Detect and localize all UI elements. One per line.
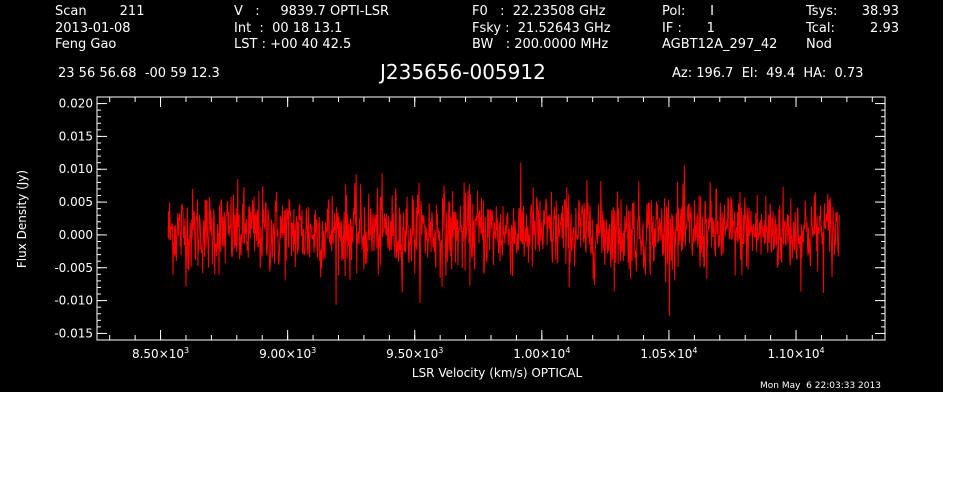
ticks-layer: -0.015 -0.010 -0.005 0.000 0.005 0.010 0.015 0.… [54, 97, 885, 361]
source-coordinates: 23 56 56.68 -00 59 12.3 [58, 66, 220, 81]
x-tick-label: 9.50×103 [386, 346, 443, 361]
x-tick-label: 1.00×104 [513, 346, 570, 361]
header-col4-line3: AGBT12A_297_42 [662, 37, 778, 52]
header-col3-line2: Fsky : 21.52643 GHz [472, 21, 611, 36]
source-name: J235656-005912 [380, 60, 546, 84]
x-axis-label: LSR Velocity (km/s) OPTICAL [412, 366, 583, 380]
y-tick-label: -0.010 [54, 294, 93, 308]
header-col2-line2: Int : 00 18 13.1 [234, 21, 343, 36]
header-nod-label: Nod [806, 37, 832, 52]
header-col1-line3: Feng Gao [55, 37, 117, 52]
x-tick-label: 1.05×104 [640, 346, 697, 361]
y-tick-label: 0.000 [59, 228, 93, 242]
header-col4-line2: IF : 1 [662, 21, 715, 36]
az-el-ha: Az: 196.7 El: 49.4 HA: 0.73 [672, 66, 864, 81]
header-tsys-label: Tsys: [806, 4, 838, 19]
spectrum-chart: -0.015 -0.010 -0.005 0.000 0.005 0.010 0.015 0.… [15, 96, 886, 380]
x-tick-label: 1.10×104 [767, 346, 824, 361]
header-col3-line1: F0 : 22.23508 GHz [472, 4, 606, 19]
y-tick-label: -0.005 [54, 261, 93, 275]
x-tick-label: 8.50×103 [132, 346, 189, 361]
series-layer [167, 162, 840, 317]
flux-spectrum-line [167, 162, 840, 317]
y-axis-label: Flux Density (Jy) [15, 170, 29, 268]
plot-timestamp: Mon May 6 22:03:33 2013 [760, 381, 881, 391]
header-col3-line3: BW : 200.0000 MHz [472, 37, 609, 52]
spectrum-panel: Scan 211 2013-01-08 Feng Gao V : 9839.7 … [0, 0, 943, 392]
x-tick-label: 9.00×103 [259, 346, 316, 361]
header-tsys-value: 38.93 [861, 4, 899, 19]
y-tick-label: 0.020 [59, 97, 93, 111]
y-tick-label: 0.005 [59, 195, 93, 209]
header-col4-line1: Pol: I [662, 4, 714, 19]
y-tick-label: 0.010 [59, 162, 93, 176]
header-col2-line3: LST : +00 40 42.5 [234, 37, 352, 52]
y-tick-label: -0.015 [54, 326, 93, 340]
header-tcal-value: 2.93 [870, 21, 899, 36]
header-col1-line1: Scan 211 [55, 4, 145, 19]
header-col2-line1: V : 9839.7 OPTI-LSR [234, 4, 390, 19]
header-col1-line2: 2013-01-08 [55, 21, 131, 36]
header-tcal-label: Tcal: [806, 21, 835, 36]
y-tick-label: 0.015 [59, 129, 93, 143]
